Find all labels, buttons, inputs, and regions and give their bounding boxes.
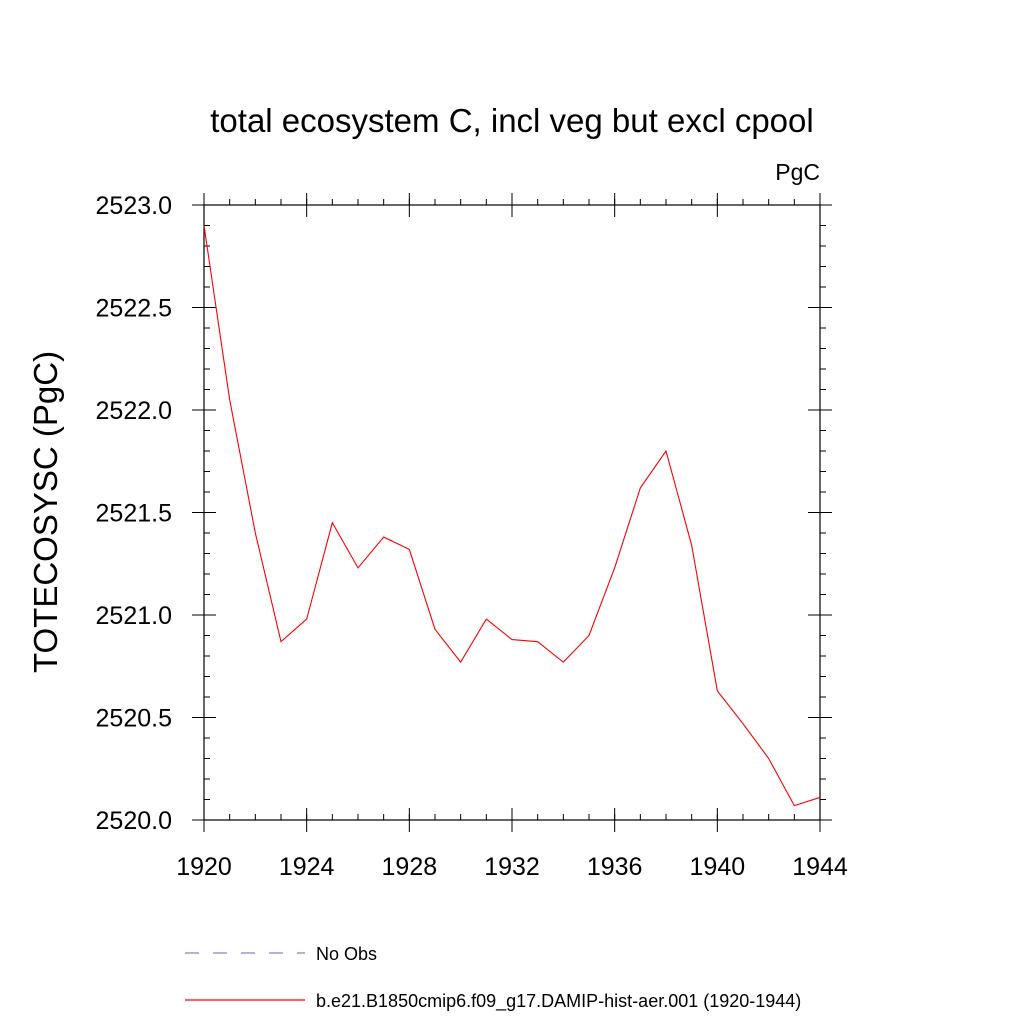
- legend: No Obs b.e21.B1850cmip6.f09_g17.DAMIP-hi…: [185, 944, 801, 1012]
- chart-title: total ecosystem C, incl veg but excl cpo…: [210, 102, 813, 139]
- y-tick-label: 2521.5: [96, 500, 172, 528]
- y-tick-label: 2522.0: [96, 397, 172, 425]
- x-tick-label: 1936: [587, 853, 643, 881]
- y-tick-label: 2523.0: [96, 192, 172, 220]
- minor-ticks: [203, 199, 826, 821]
- y-tick-label: 2520.0: [96, 807, 172, 835]
- x-tick-label: 1920: [176, 853, 232, 881]
- series-layer: [203, 225, 821, 807]
- y-axis-label: TOTECOSYSC (PgC): [27, 351, 64, 673]
- x-tick-label: 1932: [484, 853, 540, 881]
- legend-label-no-obs: No Obs: [316, 944, 377, 964]
- y-tick-label: 2522.5: [96, 295, 172, 323]
- y-tick-label: 2520.5: [96, 705, 172, 733]
- y-axis: 2520.0 2520.5 2521.0 2521.5 2522.0 2522.5 2523…: [96, 192, 832, 835]
- plot-frame: [203, 204, 821, 821]
- x-tick-label: 1944: [792, 853, 848, 881]
- legend-label-series: b.e21.B1850cmip6.f09_g17.DAMIP-hist-aer.…: [316, 991, 801, 1012]
- y-tick-label: 2521.0: [96, 602, 172, 630]
- x-tick-label: 1924: [279, 853, 335, 881]
- x-tick-label: 1928: [382, 853, 438, 881]
- x-tick-label: 1940: [690, 853, 746, 881]
- series-line-0: [203, 225, 821, 807]
- units-label: PgC: [775, 159, 820, 185]
- x-axis: 1920 1924 1928 1932 1936 1940 1944: [176, 193, 848, 881]
